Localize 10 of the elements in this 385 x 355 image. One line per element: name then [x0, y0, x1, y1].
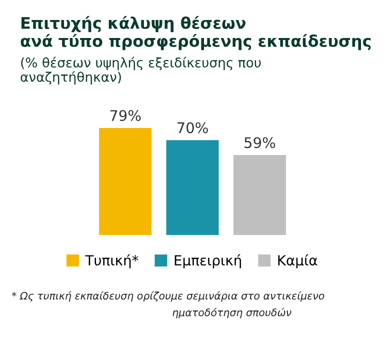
data-label: 59%: [244, 137, 276, 148]
legend-label: Εμπειρική: [174, 254, 241, 268]
data-label: 70%: [177, 122, 208, 134]
chart-subtitle: (% θέσεων υψηλής εξειδίκευσης που αναζητήθηκαν): [20, 56, 261, 85]
legend-label: Τυπική*: [85, 254, 138, 268]
text: * Ως τυπική εκπαίδευση ορίζουμε σεμινάρια στο αντικείμενο: [12, 291, 324, 302]
chart-title: Επιτυχής κάλυψη θέσεων ανά τύπο προσφερόμενης εκπαίδευσης: [20, 16, 371, 50]
legend-label: Καμία: [278, 254, 318, 268]
data-label: 79%: [110, 110, 141, 122]
text: ηματοδότηση σπουδών: [172, 308, 292, 318]
